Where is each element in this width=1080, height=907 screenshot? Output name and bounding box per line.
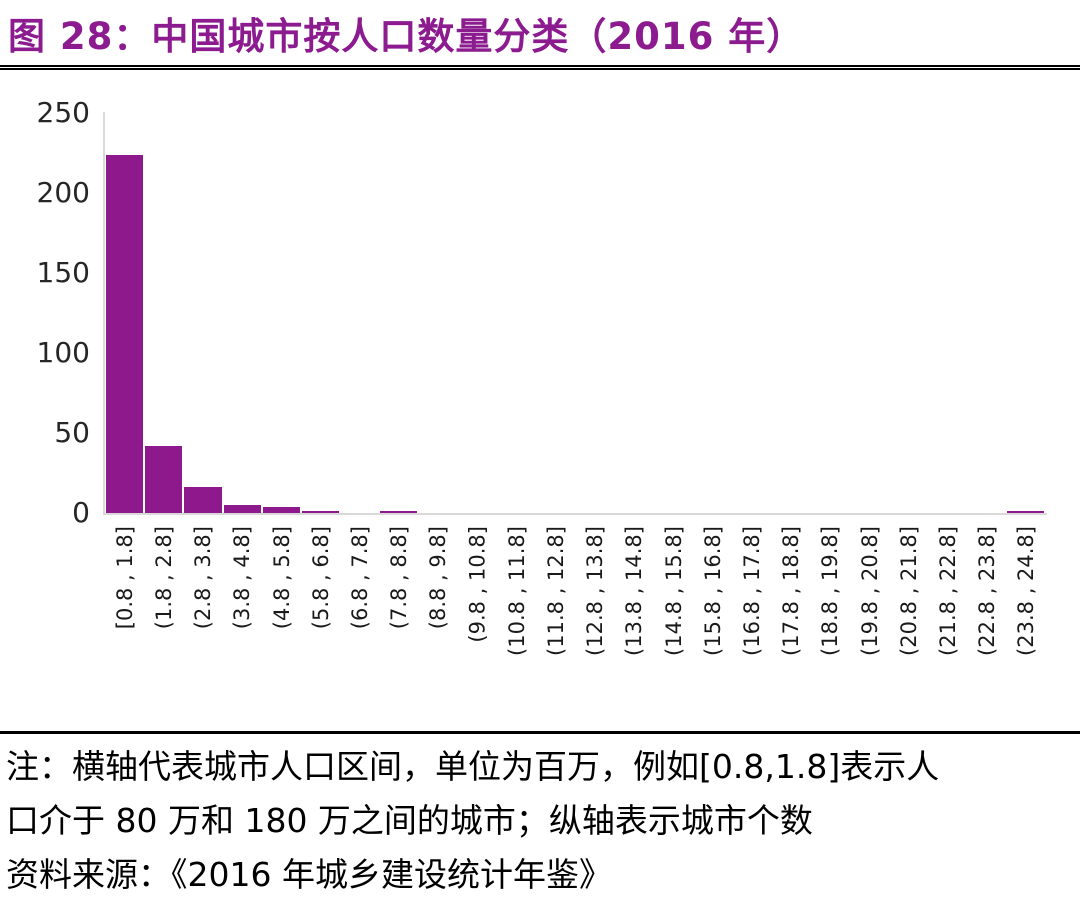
note-line-2: 口介于 80 万和 180 万之间的城市；纵轴表示城市个数 bbox=[6, 801, 813, 840]
x-label-21: (21.8 , 22.8] bbox=[935, 526, 960, 656]
bar-0 bbox=[106, 155, 144, 513]
x-label-cell-20: (20.8 , 21.8] bbox=[888, 522, 927, 727]
source-line: 资料来源：《2016 年城乡建设统计年鉴》 bbox=[6, 855, 612, 894]
bar-23 bbox=[1006, 511, 1045, 513]
x-label-5: (5.8 , 6.8] bbox=[309, 526, 334, 630]
x-label-19: (19.8 , 20.8] bbox=[857, 526, 882, 656]
bar-4 bbox=[262, 507, 300, 513]
x-label-4: (4.8 , 5.8] bbox=[269, 526, 294, 630]
x-label-cell-0: [0.8 , 1.8] bbox=[105, 522, 144, 727]
bar-slot-16 bbox=[732, 113, 771, 513]
x-label-cell-15: (15.8 , 16.8] bbox=[693, 522, 732, 727]
x-label-cell-1: (1.8 , 2.8] bbox=[144, 522, 183, 727]
bar-slot-21 bbox=[928, 113, 967, 513]
bar-slot-12 bbox=[575, 113, 614, 513]
x-label-8: (8.8 , 9.8] bbox=[426, 526, 451, 630]
bar-slot-11 bbox=[536, 113, 575, 513]
x-label-2: (2.8 , 3.8] bbox=[191, 526, 216, 630]
bar-slot-2 bbox=[183, 113, 222, 513]
x-label-1: (1.8 , 2.8] bbox=[152, 526, 177, 630]
bar-slot-9 bbox=[458, 113, 497, 513]
bar-5 bbox=[301, 511, 340, 513]
x-label-cell-21: (21.8 , 22.8] bbox=[928, 522, 967, 727]
x-label-16: (16.8 , 17.8] bbox=[739, 526, 764, 656]
bar-slot-6 bbox=[340, 113, 379, 513]
x-label-22: (22.8 , 23.8] bbox=[974, 526, 999, 656]
y-tick-label-0: 0 bbox=[72, 496, 90, 529]
x-label-7: (7.8 , 8.8] bbox=[387, 526, 412, 630]
x-label-6: (6.8 , 7.8] bbox=[348, 526, 373, 630]
bar-slot-0 bbox=[105, 113, 144, 513]
x-label-12: (12.8 , 13.8] bbox=[583, 526, 608, 656]
x-label-13: (13.8 , 14.8] bbox=[622, 526, 647, 656]
y-tick-label-150: 150 bbox=[36, 256, 90, 289]
x-label-10: (10.8 , 11.8] bbox=[504, 526, 529, 656]
x-label-cell-3: (3.8 , 4.8] bbox=[223, 522, 262, 727]
x-label-cell-22: (22.8 , 23.8] bbox=[967, 522, 1006, 727]
x-label-14: (14.8 , 15.8] bbox=[661, 526, 686, 656]
bar-slot-23 bbox=[1006, 113, 1045, 513]
y-tick-label-100: 100 bbox=[36, 336, 90, 369]
bar-slot-17 bbox=[771, 113, 810, 513]
bar-slot-22 bbox=[967, 113, 1006, 513]
x-label-cell-9: (9.8 , 10.8] bbox=[458, 522, 497, 727]
x-label-cell-19: (19.8 , 20.8] bbox=[849, 522, 888, 727]
note-line-1: 注：横轴代表城市人口区间，单位为百万，例如[0.8,1.8]表示人 bbox=[6, 747, 940, 786]
bar-1 bbox=[145, 446, 183, 513]
population-histogram-chart: 0 50 100 150 200 250 [0.8 , 1.8] (1.8 , 2.8] (2… bbox=[36, 96, 1047, 727]
x-label-0: [0.8 , 1.8] bbox=[113, 526, 138, 630]
x-label-17: (17.8 , 18.8] bbox=[779, 526, 804, 656]
bar-slot-8 bbox=[418, 113, 457, 513]
x-label-cell-13: (13.8 , 14.8] bbox=[614, 522, 653, 727]
notes-divider bbox=[0, 731, 1080, 734]
bar-slot-4 bbox=[262, 113, 301, 513]
x-label-15: (15.8 , 16.8] bbox=[700, 526, 725, 656]
bar-slot-10 bbox=[497, 113, 536, 513]
x-label-cell-6: (6.8 , 7.8] bbox=[340, 522, 379, 727]
bar-3 bbox=[223, 505, 261, 513]
x-label-cell-4: (4.8 , 5.8] bbox=[262, 522, 301, 727]
x-label-20: (20.8 , 21.8] bbox=[896, 526, 921, 656]
bar-7 bbox=[380, 511, 418, 513]
bar-slot-15 bbox=[693, 113, 732, 513]
x-label-cell-11: (11.8 , 12.8] bbox=[536, 522, 575, 727]
x-label-cell-23: (23.8 , 24.8] bbox=[1006, 522, 1045, 727]
figure-notes: 注：横轴代表城市人口区间，单位为百万，例如[0.8,1.8]表示人 口介于 80… bbox=[6, 742, 1074, 904]
x-axis-line bbox=[103, 513, 1047, 515]
bar-slot-20 bbox=[888, 113, 927, 513]
y-axis-line bbox=[103, 112, 105, 515]
x-label-cell-17: (17.8 , 18.8] bbox=[771, 522, 810, 727]
title-divider bbox=[0, 65, 1080, 70]
bar-2 bbox=[184, 487, 222, 513]
x-label-cell-2: (2.8 , 3.8] bbox=[183, 522, 222, 727]
bar-slot-18 bbox=[810, 113, 849, 513]
bar-slot-14 bbox=[653, 113, 692, 513]
x-label-9: (9.8 , 10.8] bbox=[465, 526, 490, 643]
figure-title: 图 28：中国城市按人口数量分类（2016 年） bbox=[8, 15, 805, 58]
x-label-cell-7: (7.8 , 8.8] bbox=[379, 522, 418, 727]
bars bbox=[105, 113, 1045, 513]
bar-slot-19 bbox=[849, 113, 888, 513]
bar-slot-1 bbox=[144, 113, 183, 513]
bar-slot-13 bbox=[614, 113, 653, 513]
y-tick-label-50: 50 bbox=[54, 416, 90, 449]
x-label-cell-8: (8.8 , 9.8] bbox=[418, 522, 457, 727]
bar-slot-3 bbox=[223, 113, 262, 513]
x-label-23: (23.8 , 24.8] bbox=[1014, 526, 1039, 656]
bar-slot-5 bbox=[301, 113, 340, 513]
x-label-18: (18.8 , 19.8] bbox=[818, 526, 843, 656]
x-label-cell-10: (10.8 , 11.8] bbox=[497, 522, 536, 727]
y-tick-label-250: 250 bbox=[36, 96, 90, 129]
bar-slot-7 bbox=[379, 113, 418, 513]
x-label-11: (11.8 , 12.8] bbox=[544, 526, 569, 656]
x-label-cell-14: (14.8 , 15.8] bbox=[653, 522, 692, 727]
x-label-cell-16: (16.8 , 17.8] bbox=[732, 522, 771, 727]
x-label-cell-12: (12.8 , 13.8] bbox=[575, 522, 614, 727]
x-label-cell-18: (18.8 , 19.8] bbox=[810, 522, 849, 727]
x-label-cell-5: (5.8 , 6.8] bbox=[301, 522, 340, 727]
y-tick-label-200: 200 bbox=[36, 176, 90, 209]
x-axis-category-labels: [0.8 , 1.8] (1.8 , 2.8] (2.8 , 3.8] (3.8 , … bbox=[105, 522, 1045, 727]
x-label-3: (3.8 , 4.8] bbox=[230, 526, 255, 630]
